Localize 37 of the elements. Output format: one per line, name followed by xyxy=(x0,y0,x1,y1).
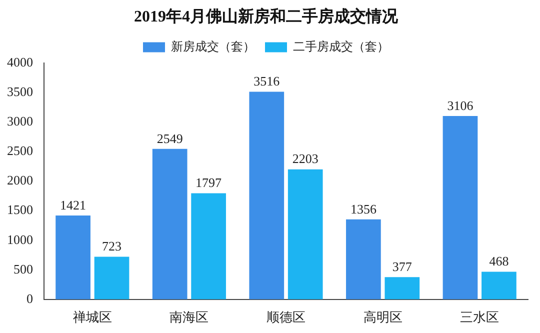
data-label: 2203 xyxy=(292,151,318,166)
bar xyxy=(442,116,478,300)
data-label: 3106 xyxy=(447,98,474,113)
bar xyxy=(288,169,323,300)
legend-label: 二手房成交（套） xyxy=(293,39,389,54)
x-tick-label: 高明区 xyxy=(363,310,402,326)
y-tick-label: 4000 xyxy=(7,54,33,70)
y-tick-label: 2500 xyxy=(7,143,33,158)
data-label: 1421 xyxy=(60,197,86,212)
bar xyxy=(191,193,226,300)
bar xyxy=(56,215,90,300)
bar xyxy=(384,277,420,300)
data-label: 468 xyxy=(489,254,509,269)
y-tick-label: 0 xyxy=(26,290,33,306)
bar xyxy=(152,148,188,300)
y-tick-label: 2000 xyxy=(7,172,33,188)
data-label: 723 xyxy=(102,238,122,254)
x-tick-label: 顺德区 xyxy=(266,310,306,326)
bar xyxy=(249,92,284,300)
y-tick-label: 500 xyxy=(14,261,33,276)
x-tick-label: 禅城区 xyxy=(72,310,112,326)
data-label: 3516 xyxy=(254,74,280,89)
x-tick-label: 三水区 xyxy=(460,310,500,326)
data-label: 377 xyxy=(392,259,412,274)
y-tick-label: 1500 xyxy=(7,202,33,218)
chart-title: 2019年4月佛山新房和二手房成交情况 xyxy=(134,6,399,26)
bar xyxy=(346,219,381,300)
data-label: 1797 xyxy=(196,175,222,190)
data-label: 2549 xyxy=(156,130,183,146)
y-tick-label: 3000 xyxy=(7,114,33,129)
y-tick-label: 3500 xyxy=(7,84,33,100)
bar xyxy=(94,256,130,300)
legend-label: 新房成交（套） xyxy=(171,39,255,54)
x-tick-label: 南海区 xyxy=(170,310,209,326)
data-label: 1356 xyxy=(350,201,377,216)
bar xyxy=(482,272,516,300)
y-tick-label: 1000 xyxy=(7,232,33,247)
